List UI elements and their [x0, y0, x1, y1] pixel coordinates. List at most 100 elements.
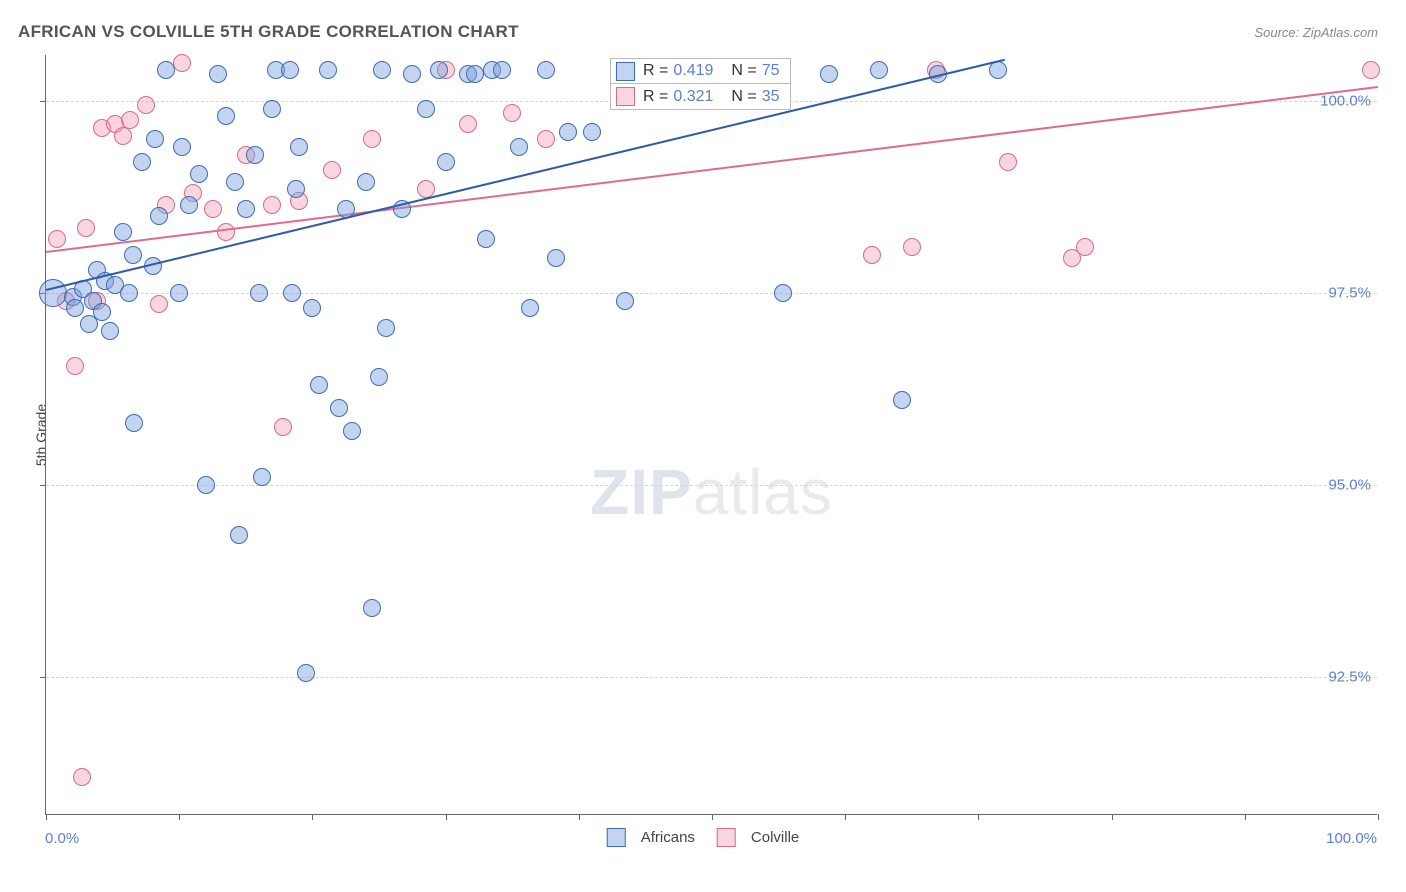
- r-value-africans: 0.419: [673, 62, 713, 80]
- y-tick: [40, 677, 46, 678]
- x-tick: [579, 814, 580, 820]
- data-point-africans: [437, 153, 455, 171]
- legend-label-colville: Colville: [751, 829, 799, 846]
- x-tick: [1378, 814, 1379, 820]
- data-point-colville: [150, 295, 168, 313]
- data-point-colville: [459, 115, 477, 133]
- data-point-africans: [377, 319, 395, 337]
- data-point-africans: [297, 664, 315, 682]
- data-point-africans: [157, 61, 175, 79]
- data-point-colville: [363, 130, 381, 148]
- swatch-colville: [616, 87, 635, 106]
- data-point-africans: [370, 368, 388, 386]
- data-point-colville: [1076, 238, 1094, 256]
- data-point-africans: [774, 284, 792, 302]
- data-point-africans: [124, 246, 142, 264]
- gridline: [46, 485, 1377, 486]
- data-point-colville: [999, 153, 1017, 171]
- data-point-africans: [363, 599, 381, 617]
- x-tick: [312, 814, 313, 820]
- y-tick-label: 97.5%: [1328, 284, 1371, 301]
- data-point-colville: [263, 196, 281, 214]
- data-point-africans: [120, 284, 138, 302]
- data-point-africans: [237, 200, 255, 218]
- data-point-africans: [253, 468, 271, 486]
- data-point-africans: [146, 130, 164, 148]
- x-tick: [978, 814, 979, 820]
- plot-area: ZIPatlas 92.5%95.0%97.5%100.0%: [45, 55, 1377, 815]
- gridline: [46, 677, 1377, 678]
- regression-row-africans: R = 0.419 N = 75: [610, 58, 791, 84]
- data-point-africans: [283, 284, 301, 302]
- data-point-africans: [559, 123, 577, 141]
- x-axis-max-label: 100.0%: [1326, 830, 1377, 847]
- data-point-africans: [226, 173, 244, 191]
- data-point-africans: [150, 207, 168, 225]
- data-point-africans: [101, 322, 119, 340]
- data-point-colville: [173, 54, 191, 72]
- data-point-colville: [48, 230, 66, 248]
- data-point-africans: [246, 146, 264, 164]
- n-value-africans: 75: [762, 62, 780, 80]
- data-point-colville: [863, 246, 881, 264]
- data-point-colville: [903, 238, 921, 256]
- data-point-africans: [319, 61, 337, 79]
- data-point-africans: [820, 65, 838, 83]
- legend-label-africans: Africans: [641, 829, 695, 846]
- data-point-africans: [583, 123, 601, 141]
- swatch-africans: [616, 62, 635, 81]
- data-point-colville: [217, 223, 235, 241]
- data-point-africans: [93, 303, 111, 321]
- data-point-africans: [133, 153, 151, 171]
- data-point-colville: [537, 130, 555, 148]
- y-tick: [40, 101, 46, 102]
- data-point-africans: [357, 173, 375, 191]
- data-point-africans: [180, 196, 198, 214]
- data-point-africans: [263, 100, 281, 118]
- data-point-africans: [870, 61, 888, 79]
- data-point-africans: [477, 230, 495, 248]
- data-point-africans: [493, 61, 511, 79]
- y-tick-label: 95.0%: [1328, 476, 1371, 493]
- data-point-africans: [989, 61, 1007, 79]
- data-point-africans: [217, 107, 235, 125]
- n-value-colville: 35: [762, 88, 780, 106]
- data-point-colville: [274, 418, 292, 436]
- data-point-colville: [137, 96, 155, 114]
- data-point-africans: [310, 376, 328, 394]
- data-point-africans: [287, 180, 305, 198]
- legend-item-colville: Colville: [717, 828, 799, 847]
- data-point-africans: [330, 399, 348, 417]
- data-point-colville: [323, 161, 341, 179]
- legend-item-africans: Africans: [607, 828, 695, 847]
- data-point-africans: [114, 223, 132, 241]
- data-point-africans: [373, 61, 391, 79]
- x-tick: [845, 814, 846, 820]
- data-point-colville: [73, 768, 91, 786]
- data-point-africans: [893, 391, 911, 409]
- data-point-africans: [616, 292, 634, 310]
- data-point-africans: [343, 422, 361, 440]
- data-point-africans: [170, 284, 188, 302]
- data-point-africans: [547, 249, 565, 267]
- regression-row-colville: R = 0.321 N = 35: [610, 84, 791, 110]
- data-point-africans: [537, 61, 555, 79]
- y-tick: [40, 485, 46, 486]
- y-tick-label: 100.0%: [1320, 93, 1371, 110]
- chart-title: AFRICAN VS COLVILLE 5TH GRADE CORRELATIO…: [18, 22, 519, 42]
- x-axis-min-label: 0.0%: [45, 830, 79, 847]
- data-point-africans: [466, 65, 484, 83]
- data-point-africans: [417, 100, 435, 118]
- gridline: [46, 293, 1377, 294]
- data-point-colville: [503, 104, 521, 122]
- data-point-colville: [121, 111, 139, 129]
- watermark: ZIPatlas: [590, 455, 833, 529]
- n-label: N =: [731, 62, 756, 80]
- data-point-africans: [250, 284, 268, 302]
- x-tick: [1245, 814, 1246, 820]
- data-point-africans: [173, 138, 191, 156]
- regression-legend: R = 0.419 N = 75 R = 0.321 N = 35: [610, 58, 791, 110]
- x-tick: [446, 814, 447, 820]
- data-point-africans: [66, 299, 84, 317]
- n-label: N =: [731, 88, 756, 106]
